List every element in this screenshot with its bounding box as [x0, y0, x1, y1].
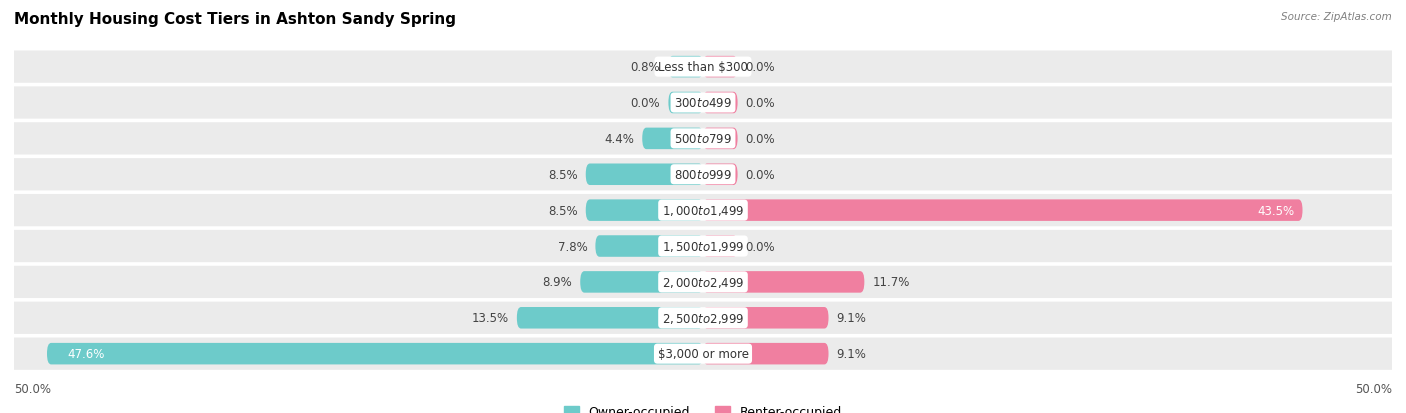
FancyBboxPatch shape	[586, 164, 703, 185]
Text: $500 to $799: $500 to $799	[673, 133, 733, 145]
FancyBboxPatch shape	[703, 93, 738, 114]
Text: 11.7%: 11.7%	[873, 276, 910, 289]
FancyBboxPatch shape	[595, 236, 703, 257]
FancyBboxPatch shape	[703, 236, 738, 257]
Text: Less than $300: Less than $300	[658, 61, 748, 74]
FancyBboxPatch shape	[46, 343, 703, 365]
FancyBboxPatch shape	[703, 343, 828, 365]
Text: 0.0%: 0.0%	[745, 133, 775, 145]
Text: 9.1%: 9.1%	[837, 311, 866, 325]
Text: 43.5%: 43.5%	[1257, 204, 1294, 217]
Text: $1,000 to $1,499: $1,000 to $1,499	[662, 204, 744, 218]
Legend: Owner-occupied, Renter-occupied: Owner-occupied, Renter-occupied	[558, 401, 848, 413]
Text: 9.1%: 9.1%	[837, 347, 866, 360]
Text: 50.0%: 50.0%	[14, 382, 51, 395]
FancyBboxPatch shape	[517, 307, 703, 329]
FancyBboxPatch shape	[14, 338, 1392, 370]
FancyBboxPatch shape	[14, 230, 1392, 263]
FancyBboxPatch shape	[586, 200, 703, 221]
Text: 8.5%: 8.5%	[548, 169, 578, 181]
Text: $800 to $999: $800 to $999	[673, 169, 733, 181]
FancyBboxPatch shape	[14, 87, 1392, 119]
FancyBboxPatch shape	[703, 307, 828, 329]
FancyBboxPatch shape	[14, 266, 1392, 298]
Text: 0.0%: 0.0%	[745, 240, 775, 253]
Text: $1,500 to $1,999: $1,500 to $1,999	[662, 240, 744, 254]
FancyBboxPatch shape	[643, 128, 703, 150]
FancyBboxPatch shape	[14, 123, 1392, 155]
Text: 0.0%: 0.0%	[745, 97, 775, 110]
FancyBboxPatch shape	[703, 57, 738, 78]
Text: 0.0%: 0.0%	[745, 61, 775, 74]
Text: $300 to $499: $300 to $499	[673, 97, 733, 110]
Text: $3,000 or more: $3,000 or more	[658, 347, 748, 360]
Text: 4.4%: 4.4%	[605, 133, 634, 145]
Text: 0.8%: 0.8%	[631, 61, 661, 74]
FancyBboxPatch shape	[703, 164, 738, 185]
FancyBboxPatch shape	[14, 302, 1392, 334]
Text: 13.5%: 13.5%	[471, 311, 509, 325]
Text: Monthly Housing Cost Tiers in Ashton Sandy Spring: Monthly Housing Cost Tiers in Ashton San…	[14, 12, 456, 27]
Text: 47.6%: 47.6%	[67, 347, 105, 360]
Text: $2,000 to $2,499: $2,000 to $2,499	[662, 275, 744, 289]
Text: 8.5%: 8.5%	[548, 204, 578, 217]
FancyBboxPatch shape	[14, 51, 1392, 83]
Text: 7.8%: 7.8%	[558, 240, 588, 253]
FancyBboxPatch shape	[703, 128, 738, 150]
Text: 50.0%: 50.0%	[1355, 382, 1392, 395]
FancyBboxPatch shape	[668, 57, 703, 78]
FancyBboxPatch shape	[703, 271, 865, 293]
Text: Source: ZipAtlas.com: Source: ZipAtlas.com	[1281, 12, 1392, 22]
Text: $2,500 to $2,999: $2,500 to $2,999	[662, 311, 744, 325]
Text: 0.0%: 0.0%	[745, 169, 775, 181]
Text: 0.0%: 0.0%	[631, 97, 661, 110]
FancyBboxPatch shape	[703, 200, 1302, 221]
FancyBboxPatch shape	[14, 195, 1392, 227]
FancyBboxPatch shape	[668, 93, 703, 114]
FancyBboxPatch shape	[14, 159, 1392, 191]
FancyBboxPatch shape	[581, 271, 703, 293]
Text: 8.9%: 8.9%	[543, 276, 572, 289]
